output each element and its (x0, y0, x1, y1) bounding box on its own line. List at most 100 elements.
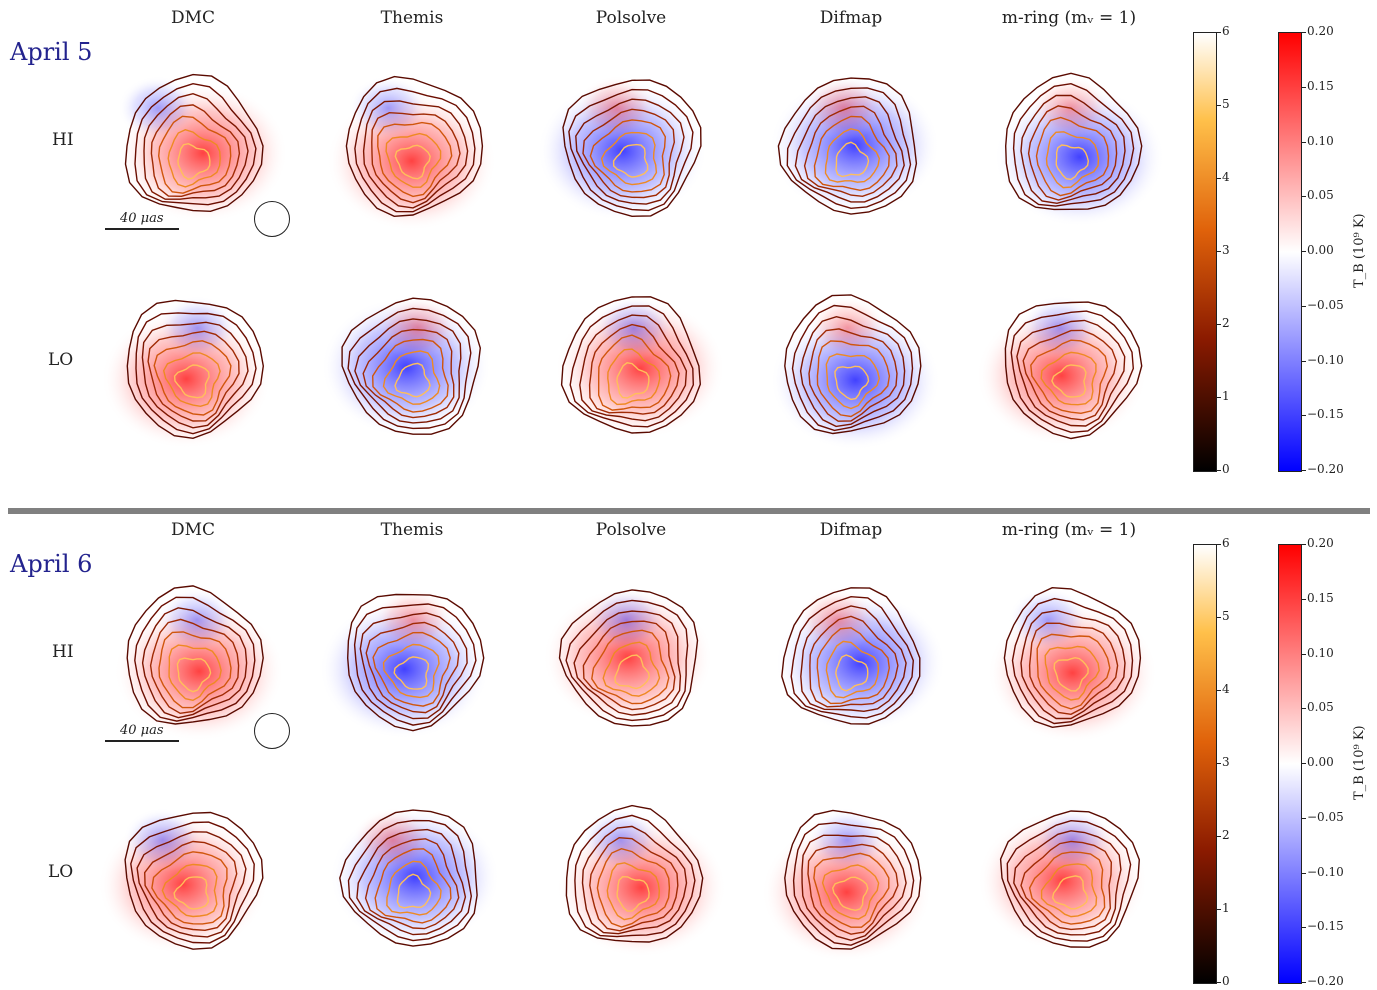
intensity-contour (565, 599, 689, 722)
section-divider (8, 508, 1370, 514)
intensity-contour (126, 299, 265, 440)
intensity-contour (176, 657, 212, 693)
colorbar-tick-mark (1216, 909, 1221, 910)
image-panel-themis-hi (326, 75, 497, 231)
beam-circle (254, 713, 290, 749)
colorbar-tick-label: 0.10 (1307, 133, 1334, 148)
intensity-contour (1010, 310, 1135, 434)
colorbar-tick-mark (1301, 872, 1306, 874)
intensity-contour (1044, 645, 1100, 701)
intensity-contour (126, 585, 264, 725)
intensity-contour (147, 330, 240, 422)
intensity-contour (565, 804, 704, 943)
image-panel-difmap-hi (775, 587, 946, 733)
colorbar-tick-mark (1216, 617, 1221, 618)
intensity-contour (616, 362, 650, 399)
intensity-contour (803, 105, 898, 198)
colorbar-tick-label: −0.20 (1307, 462, 1344, 476)
colorbar-tick-mark (1216, 544, 1221, 545)
colorbar-tick-label: 0.05 (1307, 700, 1334, 715)
colorbar-tick-label: 3 (1222, 243, 1230, 257)
intensity-contour (809, 615, 899, 708)
intensity-contour (141, 607, 248, 719)
scalebar-label: 40 μas (120, 211, 164, 226)
intensity-contour (598, 334, 672, 411)
intensity-contour (339, 809, 478, 947)
intensity-contour (386, 860, 442, 916)
intensity-contour (143, 92, 249, 200)
intensity-contour (813, 852, 890, 928)
colorbar-tick-label: 4 (1222, 170, 1230, 184)
colorbar-tick-mark (1301, 544, 1306, 545)
intensity-contour (582, 620, 676, 711)
col-title-difmap: Difmap (819, 520, 883, 540)
intensity-contour (1020, 840, 1113, 931)
polarization-glow (1008, 588, 1089, 652)
intensity-contour (582, 108, 676, 199)
colorbar-tick-label: 0.00 (1307, 755, 1334, 769)
intensity-contour (568, 88, 694, 212)
colorbar-tick-label: −0.15 (1307, 919, 1344, 934)
intensity-contour (573, 610, 682, 716)
intensity-contour (781, 587, 921, 725)
colorbar-tick-label: 2 (1222, 316, 1230, 330)
day-label-april-5: April 5 (10, 38, 93, 66)
intensity-contour (396, 873, 432, 909)
intensity-contour (816, 627, 891, 705)
colorbar-tick-label: 5 (1222, 97, 1230, 111)
intensity-contour (385, 132, 442, 188)
colorbar-tick-label: −0.15 (1307, 407, 1344, 422)
colorbar-intensity (1193, 32, 1217, 472)
colorbar-label: T_B (10⁹ K) (1352, 213, 1367, 288)
intensity-contour (173, 876, 210, 910)
colorbar-tick-label: 1 (1222, 389, 1230, 403)
intensity-contour (345, 75, 484, 218)
intensity-contour (800, 605, 907, 713)
colorbar-tick-mark (1216, 982, 1221, 983)
colorbar-tick-label: 2 (1222, 828, 1230, 842)
intensity-contour (382, 643, 440, 699)
intensity-contour (1053, 656, 1089, 692)
colorbar-tick-mark (1216, 397, 1221, 398)
intensity-contour (150, 104, 241, 198)
col-title-mring: m-ring (mᵥ = 1) (1001, 520, 1137, 540)
colorbar-label: T_B (10⁹ K) (1352, 725, 1367, 800)
intensity-contour (560, 296, 702, 434)
intensity-contour (356, 828, 467, 936)
intensity-contour (1051, 875, 1089, 910)
intensity-contour (801, 834, 907, 942)
intensity-contour (1045, 131, 1100, 189)
intensity-contour (1004, 72, 1143, 211)
colorbar-tick-label: 0.10 (1307, 645, 1334, 660)
intensity-contour (825, 640, 880, 699)
intensity-contour (124, 73, 264, 213)
intensity-contour (393, 656, 430, 690)
intensity-contour (1016, 319, 1126, 427)
intensity-contour (589, 836, 679, 932)
intensity-contour (799, 315, 906, 428)
intensity-contour (834, 365, 870, 401)
intensity-contour (136, 831, 247, 938)
colorbar-tick-mark (1216, 324, 1221, 325)
polarization-glow (761, 822, 932, 963)
colorbar-tick-mark (1301, 598, 1306, 600)
intensity-contour (167, 128, 221, 188)
intensity-contour (371, 111, 461, 204)
image-panel-themis-lo (321, 296, 492, 437)
colorbar-tick-mark (1216, 690, 1221, 691)
colorbar-tick-label: 6 (1222, 24, 1230, 38)
intensity-contour (807, 843, 899, 935)
intensity-contour (1040, 351, 1097, 406)
intensity-contour (134, 82, 257, 206)
intensity-contour (141, 321, 249, 429)
intensity-contour (347, 307, 472, 430)
polarization-glow (122, 808, 203, 872)
intensity-contour (177, 142, 211, 180)
intensity-contour (1012, 82, 1135, 207)
image-panel-themis-lo (329, 807, 500, 948)
colorbar-tick-mark (1301, 982, 1306, 983)
intensity-contour (1028, 622, 1119, 716)
intensity-contour (153, 340, 232, 416)
image-panel-polsolve-hi (537, 76, 708, 221)
intensity-contour (777, 77, 918, 215)
